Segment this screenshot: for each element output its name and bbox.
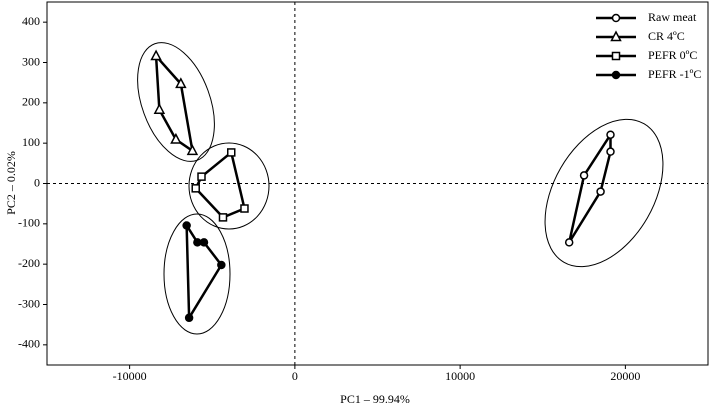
marker — [579, 171, 589, 180]
legend-label: PEFR -1ºC — [648, 67, 701, 81]
marker — [191, 184, 200, 193]
y-axis-label: PC2 – 0.02% — [4, 151, 18, 215]
marker — [170, 132, 182, 144]
marker — [240, 204, 249, 213]
legend-marker — [610, 30, 622, 42]
legend-marker — [611, 13, 621, 23]
y-tick-label: 400 — [22, 14, 40, 28]
y-tick-label: -400 — [18, 337, 40, 351]
y-tick-label: 0 — [34, 175, 40, 189]
marker — [606, 130, 615, 139]
group-ellipses — [137, 42, 664, 335]
marker — [150, 49, 162, 61]
group-outline — [194, 150, 246, 219]
marker — [564, 238, 574, 247]
ellipse — [188, 142, 270, 230]
marker — [184, 313, 194, 323]
y-tick-label: -300 — [18, 296, 40, 310]
x-tick-label: -10000 — [113, 369, 147, 383]
marker — [153, 103, 166, 114]
y-tick-label: -100 — [18, 216, 40, 230]
x-axis-label: PC1 – 99.94% — [340, 392, 410, 406]
marker — [218, 213, 228, 222]
marker — [217, 260, 226, 270]
marker — [606, 147, 615, 156]
marker — [186, 144, 199, 156]
x-tick-label: 10000 — [445, 369, 475, 383]
ellipse — [137, 42, 215, 162]
marker — [199, 238, 209, 247]
legend-label: Raw meat — [648, 10, 697, 24]
x-tick-label: 20000 — [610, 369, 640, 383]
group-outline — [154, 52, 195, 154]
ellipse — [544, 118, 664, 268]
group-outline — [567, 130, 612, 244]
y-tick-label: 200 — [22, 95, 40, 109]
legend-marker — [611, 51, 621, 61]
ellipse — [163, 213, 231, 335]
y-tick-label: -200 — [18, 256, 40, 270]
marker — [182, 221, 191, 230]
marker — [227, 148, 236, 157]
legend-marker — [611, 70, 621, 80]
x-tick-label: 0 — [292, 369, 298, 383]
marker — [175, 77, 187, 89]
legend-label: CR 4ºC — [648, 29, 685, 43]
marker — [197, 172, 206, 181]
legend-label: PEFR 0ºC — [648, 48, 697, 62]
y-tick-label: 100 — [22, 135, 40, 149]
marker — [596, 187, 605, 196]
y-tick-label: 300 — [22, 54, 40, 68]
